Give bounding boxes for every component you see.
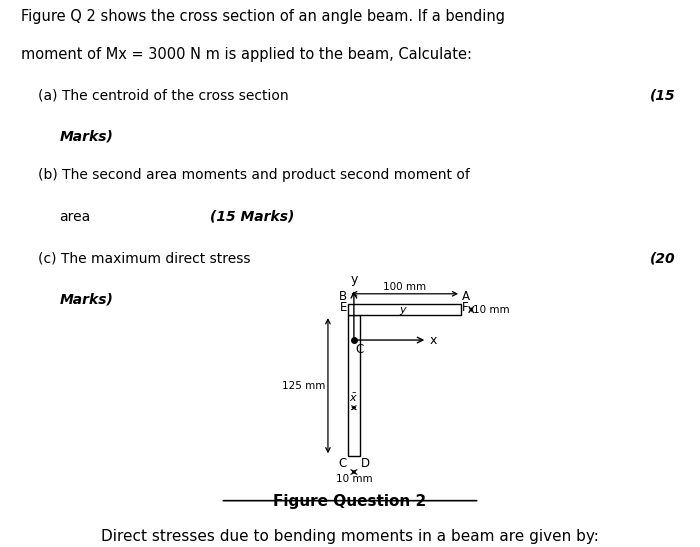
Text: Figure Question 2: Figure Question 2: [274, 494, 426, 509]
Text: y: y: [350, 273, 358, 286]
Text: (20: (20: [650, 251, 676, 265]
Text: 125 mm: 125 mm: [282, 381, 326, 391]
Bar: [348, 315, 360, 456]
Text: 10 mm: 10 mm: [335, 474, 372, 484]
Text: Marks): Marks): [60, 130, 113, 144]
Text: (c) The maximum direct stress: (c) The maximum direct stress: [38, 251, 251, 265]
Text: area: area: [60, 210, 91, 224]
Text: Figure Q 2 shows the cross section of an angle beam. If a bending: Figure Q 2 shows the cross section of an…: [21, 9, 505, 24]
Text: D: D: [360, 457, 370, 470]
Text: $\bar{y}$: $\bar{y}$: [399, 304, 408, 318]
Text: (b) The second area moments and product second moment of: (b) The second area moments and product …: [38, 168, 470, 182]
Bar: [348, 304, 461, 315]
Text: x: x: [430, 334, 437, 347]
Text: A: A: [462, 290, 470, 303]
Text: 10 mm: 10 mm: [473, 305, 510, 315]
Text: (15: (15: [650, 89, 676, 103]
Text: E: E: [340, 301, 347, 314]
Text: Marks): Marks): [60, 293, 113, 306]
Text: F: F: [462, 301, 469, 314]
Text: C: C: [339, 457, 347, 470]
Text: Direct stresses due to bending moments in a beam are given by:: Direct stresses due to bending moments i…: [101, 529, 599, 544]
Text: C: C: [356, 344, 364, 357]
Text: (a) The centroid of the cross section: (a) The centroid of the cross section: [38, 89, 289, 103]
Text: moment of Mx = 3000 N m is applied to the beam, Calculate:: moment of Mx = 3000 N m is applied to th…: [21, 47, 472, 62]
Text: 100 mm: 100 mm: [383, 282, 426, 292]
Text: (15 Marks): (15 Marks): [210, 210, 295, 224]
Text: B: B: [339, 290, 347, 303]
Text: $\bar{x}$: $\bar{x}$: [349, 392, 358, 404]
